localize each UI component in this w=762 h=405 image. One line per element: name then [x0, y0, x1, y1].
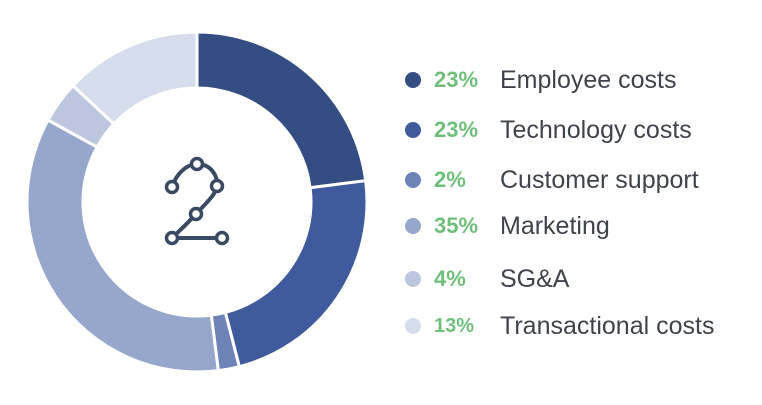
legend-item-customer-support: 2% Customer support [405, 160, 699, 200]
route-icon [164, 156, 230, 246]
donut-chart [25, 30, 369, 374]
legend-label: Technology costs [500, 115, 692, 144]
legend-item-technology-costs: 23% Technology costs [405, 110, 692, 150]
legend-swatch [405, 172, 421, 188]
legend-percent: 23% [434, 67, 479, 92]
donut-slice-technology-costs [223, 179, 369, 369]
legend-percent: 4% [434, 266, 466, 291]
legend-swatch [405, 318, 421, 334]
legend-label: Transactional costs [500, 311, 715, 340]
legend-swatch [405, 271, 421, 287]
legend-label: SG&A [500, 264, 570, 293]
legend-label: Customer support [500, 165, 699, 194]
legend-item-sga: 4% SG&A [405, 259, 569, 299]
donut-slice-marketing [25, 118, 220, 374]
legend-percent: 35% [434, 213, 479, 238]
legend-item-employee-costs: 23% Employee costs [405, 60, 676, 100]
legend-label: Employee costs [500, 65, 677, 94]
legend-percent: 23% [434, 117, 479, 142]
legend-percent: 2% [434, 167, 466, 192]
legend-label: Marketing [500, 211, 610, 240]
legend-swatch [405, 72, 421, 88]
legend-percent: 13% [434, 314, 475, 337]
legend-swatch [405, 122, 421, 138]
legend-item-marketing: 35% Marketing [405, 206, 610, 246]
legend-item-transactional-costs: 13% Transactional costs [405, 306, 714, 346]
donut-slice-transactional-costs [71, 30, 199, 126]
legend-swatch [405, 218, 421, 234]
